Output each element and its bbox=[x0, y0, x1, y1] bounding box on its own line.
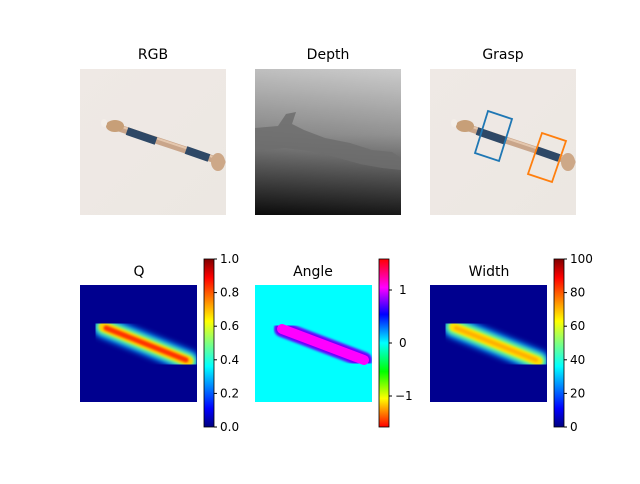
width-colorbar: 0 20 40 60 80 100 bbox=[553, 252, 593, 434]
angle-tick-1: 0 bbox=[399, 336, 407, 350]
q-tick-1: 0.2 bbox=[220, 386, 239, 400]
angle-tick-2: 1 bbox=[399, 283, 407, 297]
q-tick-3: 0.6 bbox=[220, 319, 239, 333]
angle-title: Angle bbox=[293, 264, 333, 280]
width-tick-4: 80 bbox=[570, 286, 585, 300]
grasp-title: Grasp bbox=[482, 47, 523, 63]
rgb-image bbox=[80, 69, 226, 215]
angle-colorbar: −1 0 1 bbox=[378, 258, 413, 428]
grasp-box-2 bbox=[526, 131, 568, 184]
depth-image bbox=[255, 69, 401, 215]
q-title: Q bbox=[133, 264, 144, 280]
width-tick-1: 20 bbox=[570, 386, 585, 400]
rgb-title: RGB bbox=[138, 47, 168, 63]
object-stick bbox=[101, 119, 226, 171]
width-tick-5: 100 bbox=[570, 252, 593, 266]
q-tick-5: 1.0 bbox=[220, 252, 239, 266]
width-title: Width bbox=[469, 264, 510, 280]
width-heatmap bbox=[430, 285, 547, 402]
angle-heatmap bbox=[255, 285, 372, 402]
grasp-box-1 bbox=[473, 109, 514, 163]
q-tick-0: 0.0 bbox=[220, 420, 239, 434]
q-tick-2: 0.4 bbox=[220, 353, 239, 367]
width-tick-3: 60 bbox=[570, 319, 585, 333]
angle-tick-0: −1 bbox=[395, 389, 413, 403]
grasp-image bbox=[430, 69, 576, 215]
q-heatmap bbox=[80, 285, 197, 402]
width-tick-2: 40 bbox=[570, 353, 585, 367]
width-tick-0: 0 bbox=[570, 420, 578, 434]
q-colorbar: 0.0 0.2 0.4 0.6 0.8 1.0 bbox=[203, 252, 239, 434]
depth-title: Depth bbox=[307, 47, 350, 63]
q-tick-4: 0.8 bbox=[220, 286, 239, 300]
